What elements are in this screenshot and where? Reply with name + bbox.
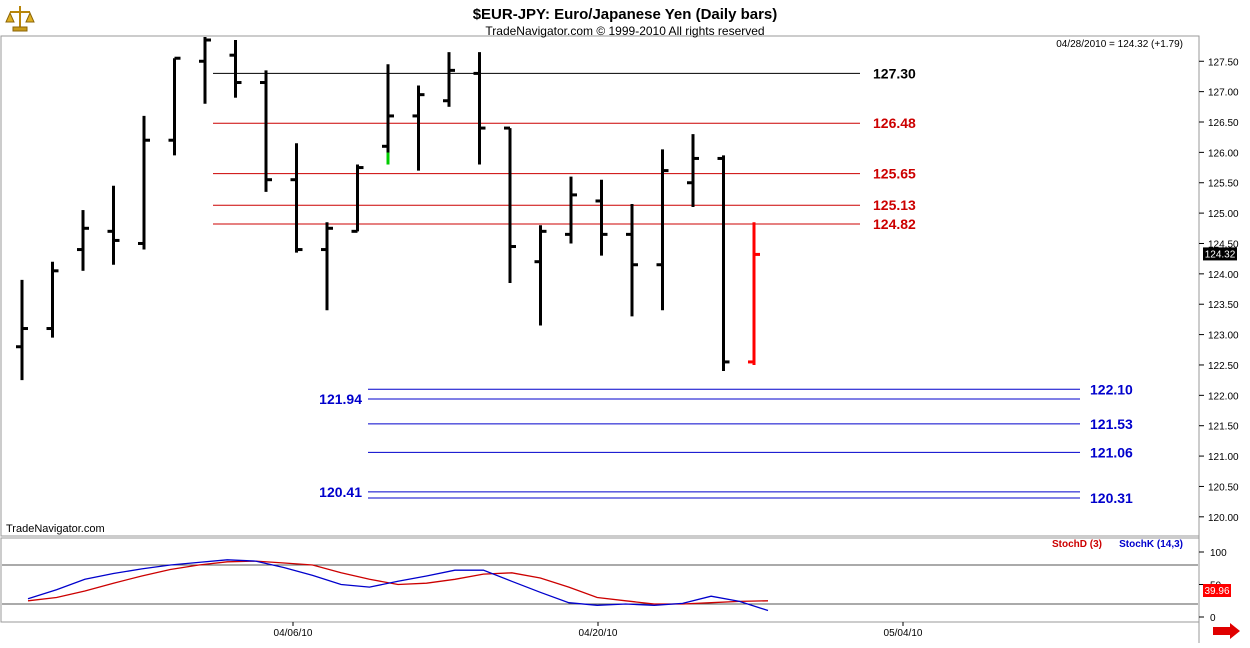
stoch-last-badge: 39.96 [1203,584,1231,597]
last-quote: 04/28/2010 = 124.32 (+1.79) [1056,39,1183,50]
ohlc-bar [168,56,181,156]
level-label-120.31: 120.31 [1090,490,1133,506]
level-label-127.30: 127.30 [873,65,916,81]
y-tick-label: 123.00 [1208,331,1239,342]
level-label-125.65: 125.65 [873,166,916,182]
last-price-value: 124.32 [1205,249,1236,260]
ohlc-bar [748,222,760,365]
level-label-126.48: 126.48 [873,115,916,131]
chart-title: $EUR-JPY: Euro/Japanese Yen (Daily bars) [473,6,778,23]
ohlc-bar [77,210,89,271]
y-tick-label: 120.00 [1208,513,1239,524]
y-tick-label: 124.00 [1208,270,1239,281]
watermark-label: TradeNavigator.com [6,523,105,535]
ohlc-bar [46,261,59,338]
stoch-d-legend: StochD (3) [1052,539,1102,550]
last-price-badge: 124.32 [1203,247,1237,260]
ohlc-bar [443,52,455,107]
x-tick-label: 04/06/10 [274,628,313,639]
ohlc-bar [351,164,364,233]
y-tick-label: 121.50 [1208,422,1239,433]
y-tick-label: 123.50 [1208,300,1239,311]
level-label-120.41: 120.41 [319,484,362,500]
ohlc-bar [412,85,425,171]
ohlc-bar [260,70,272,192]
ohlc-bar [717,155,730,372]
stoch-tick-label: 100 [1210,548,1227,559]
y-tick-label: 122.00 [1208,391,1239,402]
ohlc-bar [229,40,242,98]
ohlc-bar [138,115,150,250]
level-label-121.94: 121.94 [319,391,362,407]
x-tick-label: 04/20/10 [579,628,618,639]
ohlc-bar [107,185,120,265]
stoch-k-line [27,559,769,612]
ohlc-bar [473,52,486,165]
y-tick-label: 126.50 [1208,118,1239,129]
copyright-subtitle: TradeNavigator.com © 1999-2010 All right… [485,24,764,38]
x-tick-label: 05/04/10 [884,628,923,639]
ohlc-bar [504,126,516,283]
ohlc-bar [199,36,211,104]
ohlc-bar [656,149,669,311]
ohlc-bar [565,176,577,244]
level-label-121.06: 121.06 [1090,444,1133,460]
gold-scales-icon [4,4,36,34]
stoch-d-line [27,560,769,605]
y-tick-label: 127.00 [1208,88,1239,99]
y-tick-label: 120.50 [1208,482,1239,493]
ohlc-bar [290,143,303,253]
stoch-last-value: 39.96 [1204,586,1229,597]
y-tick-label: 122.50 [1208,361,1239,372]
level-label-125.13: 125.13 [873,197,916,213]
y-tick-label: 127.50 [1208,57,1239,68]
stoch-k-legend: StochK (14,3) [1119,539,1183,550]
y-tick-label: 124.50 [1208,239,1239,250]
ohlc-bar [595,179,608,256]
red-right-arrow-icon[interactable] [1213,623,1240,639]
stoch-tick-label: 0 [1210,613,1216,624]
level-label-121.53: 121.53 [1090,416,1133,432]
level-label-122.10: 122.10 [1090,381,1133,397]
ohlc-bar [687,134,699,208]
y-tick-label: 125.50 [1208,179,1239,190]
y-tick-label: 125.00 [1208,209,1239,220]
ohlc-bar [626,204,638,317]
ohlc-bar [534,225,547,326]
y-tick-label: 126.00 [1208,148,1239,159]
level-label-124.82: 124.82 [873,216,916,232]
ohlc-bar [321,222,333,311]
y-tick-label: 121.00 [1208,452,1239,463]
ohlc-bar [16,279,28,381]
ohlc-bar [382,64,394,165]
